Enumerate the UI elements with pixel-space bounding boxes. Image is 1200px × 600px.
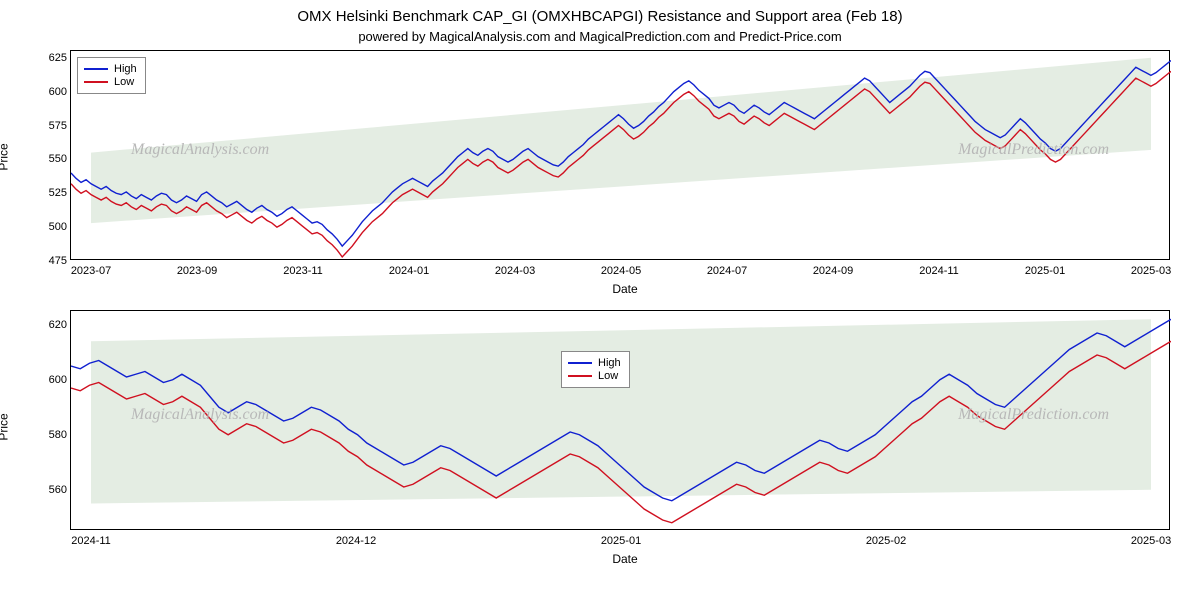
- xtick-label: 2025-03: [1131, 265, 1171, 277]
- xtick-label: 2024-12: [336, 535, 376, 547]
- legend-swatch-high-bottom: [568, 362, 592, 364]
- ytick-label: 600: [31, 374, 67, 386]
- xtick-label: 2024-03: [495, 265, 535, 277]
- plot-area-top: MagicalAnalysis.com MagicalPrediction.co…: [70, 50, 1170, 260]
- xtick-label: 2025-02: [866, 535, 906, 547]
- ytick-label: 525: [31, 187, 67, 199]
- legend-label-high-bottom: High: [598, 357, 621, 369]
- legend-item-high: High: [84, 63, 137, 75]
- ytick-label: 575: [31, 120, 67, 132]
- legend-swatch-low-bottom: [568, 375, 592, 377]
- ytick-label: 560: [31, 484, 67, 496]
- legend-item-high-bottom: High: [568, 357, 621, 369]
- legend-item-low: Low: [84, 76, 137, 88]
- legend-label-low-bottom: Low: [598, 370, 618, 382]
- xtick-label: 2025-01: [601, 535, 641, 547]
- xtick-label: 2023-07: [71, 265, 111, 277]
- line-plot-bottom: [71, 311, 1171, 531]
- xtick-label: 2023-11: [283, 265, 323, 277]
- ytick-label: 550: [31, 153, 67, 165]
- legend-swatch-low: [84, 81, 108, 83]
- xtick-label: 2024-05: [601, 265, 641, 277]
- ytick-label: 600: [31, 86, 67, 98]
- ytick-label: 475: [31, 255, 67, 267]
- plot-area-bottom: MagicalAnalysis.com MagicalPrediction.co…: [70, 310, 1170, 530]
- xtick-label: 2023-09: [177, 265, 217, 277]
- legend-label-low: Low: [114, 76, 134, 88]
- ylabel-bottom: Price: [0, 413, 11, 440]
- xtick-label: 2024-09: [813, 265, 853, 277]
- figure-title: OMX Helsinki Benchmark CAP_GI (OMXHBCAPG…: [10, 8, 1190, 25]
- legend-label-high: High: [114, 63, 137, 75]
- chart-top: Price MagicalAnalysis.com MagicalPredict…: [20, 50, 1180, 300]
- line-plot-top: [71, 51, 1171, 261]
- chart-figure: OMX Helsinki Benchmark CAP_GI (OMXHBCAPG…: [0, 0, 1200, 600]
- xtick-label: 2024-07: [707, 265, 747, 277]
- ylabel-top: Price: [0, 143, 11, 170]
- ytick-label: 625: [31, 52, 67, 64]
- ytick-label: 500: [31, 221, 67, 233]
- xtick-label: 2024-01: [389, 265, 429, 277]
- xtick-label: 2024-11: [919, 265, 959, 277]
- ytick-label: 620: [31, 319, 67, 331]
- chart-bottom: Price MagicalAnalysis.com MagicalPredict…: [20, 310, 1180, 580]
- legend-item-low-bottom: Low: [568, 370, 621, 382]
- legend-swatch-high: [84, 68, 108, 70]
- figure-subtitle: powered by MagicalAnalysis.com and Magic…: [10, 29, 1190, 44]
- legend-top: High Low: [77, 57, 146, 94]
- ytick-label: 580: [31, 429, 67, 441]
- xtick-label: 2025-03: [1131, 535, 1171, 547]
- xtick-label: 2024-11: [71, 535, 111, 547]
- xtick-label: 2025-01: [1025, 265, 1065, 277]
- xlabel-bottom: Date: [612, 552, 637, 566]
- legend-bottom: High Low: [561, 351, 630, 388]
- xlabel-top: Date: [612, 282, 637, 296]
